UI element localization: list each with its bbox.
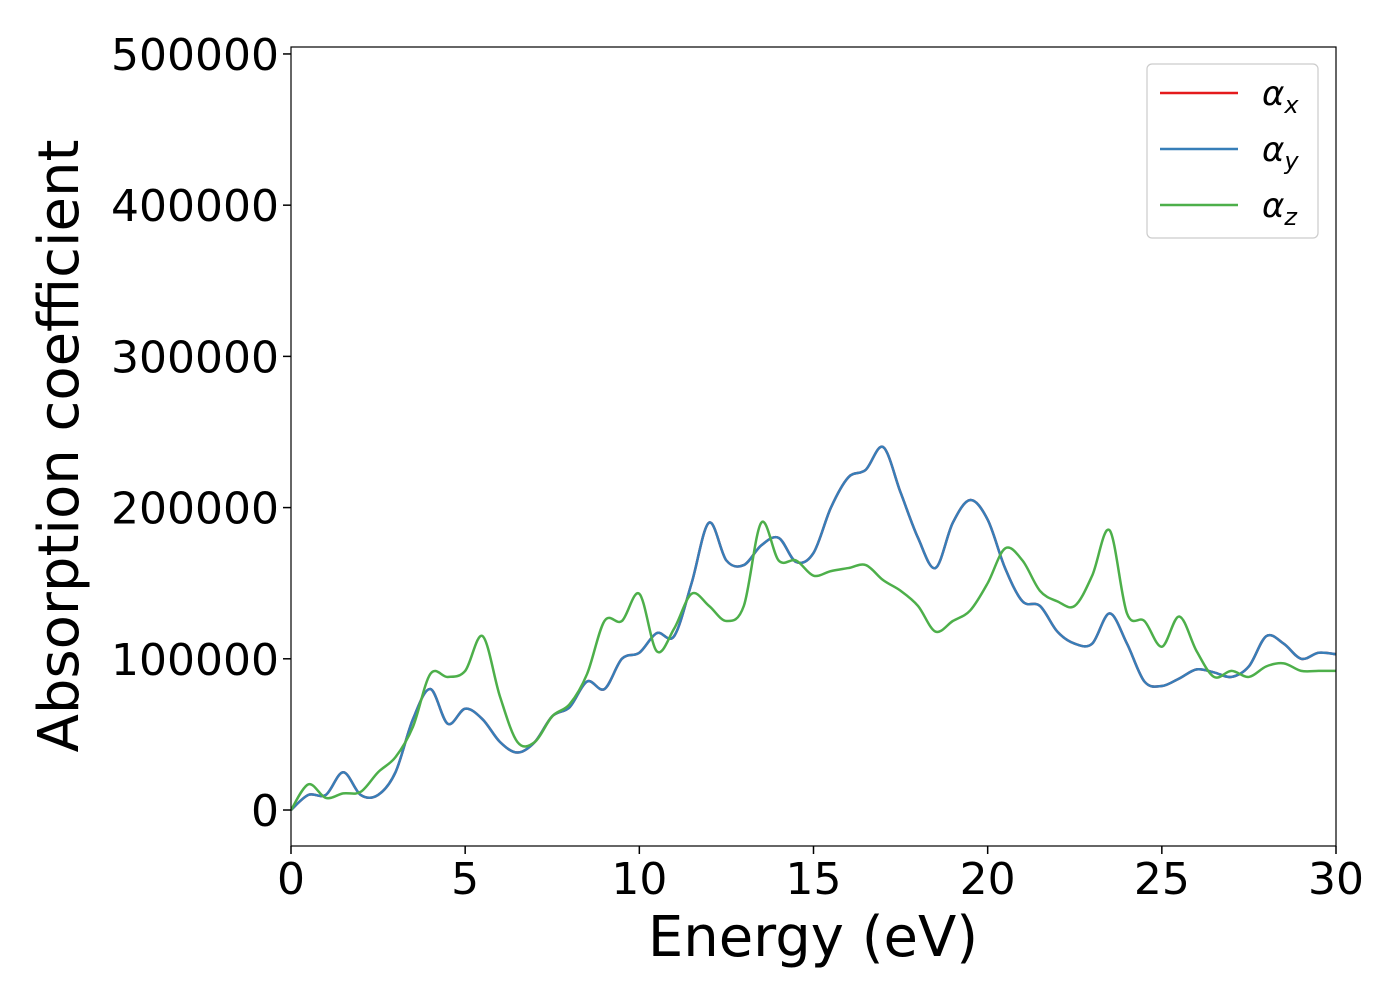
plot-frame: [290, 46, 1337, 847]
y-tick-label: 300000: [111, 332, 279, 383]
x-tick-label: 20: [960, 854, 1016, 905]
y-tick-label: 100000: [111, 635, 279, 686]
data-line: [291, 520, 1336, 811]
data-line: [291, 445, 1336, 811]
x-tick-label: 0: [277, 854, 305, 905]
x-tick-label: 30: [1308, 854, 1364, 905]
y-tick-label: 0: [251, 786, 279, 837]
legend-box: [1146, 63, 1319, 239]
y-tick-label: 400000: [111, 181, 279, 232]
legend-label: αx: [1262, 74, 1299, 119]
y-tick-label: 200000: [111, 484, 279, 535]
x-tick-label: 15: [786, 854, 842, 905]
y-axis-label: Absorption coefficient: [27, 140, 92, 753]
x-tick-label: 5: [451, 854, 479, 905]
legend-label: αy: [1262, 130, 1299, 175]
x-axis-label: Energy (eV): [648, 905, 978, 970]
x-tick-label: 10: [611, 854, 667, 905]
y-tick-label: 500000: [111, 30, 279, 81]
legend-label: αz: [1262, 186, 1298, 231]
x-tick-label: 25: [1134, 854, 1190, 905]
